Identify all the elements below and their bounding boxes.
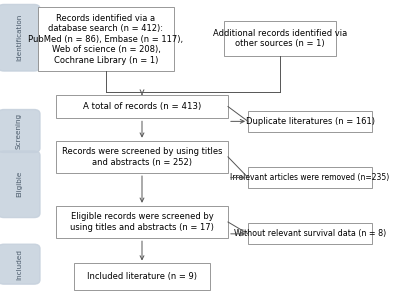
FancyBboxPatch shape xyxy=(0,4,40,71)
Text: Eligible: Eligible xyxy=(16,171,22,197)
FancyBboxPatch shape xyxy=(56,206,228,238)
FancyBboxPatch shape xyxy=(0,151,40,218)
Text: Records were screened by using titles
and abstracts (n = 252): Records were screened by using titles an… xyxy=(62,147,222,167)
FancyBboxPatch shape xyxy=(0,244,40,284)
Text: Included literature (n = 9): Included literature (n = 9) xyxy=(87,272,197,281)
Text: Records identified via a
database search (n = 412):
PubMed (n = 86), Embase (n =: Records identified via a database search… xyxy=(28,14,184,65)
FancyBboxPatch shape xyxy=(56,95,228,118)
Text: Irrelevant articles were removed (n=235): Irrelevant articles were removed (n=235) xyxy=(230,173,390,182)
FancyBboxPatch shape xyxy=(56,141,228,173)
Text: Duplicate literatures (n = 161): Duplicate literatures (n = 161) xyxy=(246,117,374,126)
Text: Included: Included xyxy=(16,249,22,280)
FancyBboxPatch shape xyxy=(248,167,372,188)
Text: Identification: Identification xyxy=(16,14,22,61)
Text: Eligible records were screened by
using titles and abstracts (n = 17): Eligible records were screened by using … xyxy=(70,212,214,232)
FancyBboxPatch shape xyxy=(74,263,210,290)
Text: Screening: Screening xyxy=(16,113,22,149)
Text: Without relevant survival data (n = 8): Without relevant survival data (n = 8) xyxy=(234,229,386,238)
Text: A total of records (n = 413): A total of records (n = 413) xyxy=(83,102,201,111)
Text: Additional records identified via
other sources (n = 1): Additional records identified via other … xyxy=(213,29,347,48)
FancyBboxPatch shape xyxy=(38,7,174,71)
FancyBboxPatch shape xyxy=(248,223,372,244)
FancyBboxPatch shape xyxy=(248,111,372,132)
FancyBboxPatch shape xyxy=(224,21,336,56)
FancyBboxPatch shape xyxy=(0,110,40,152)
